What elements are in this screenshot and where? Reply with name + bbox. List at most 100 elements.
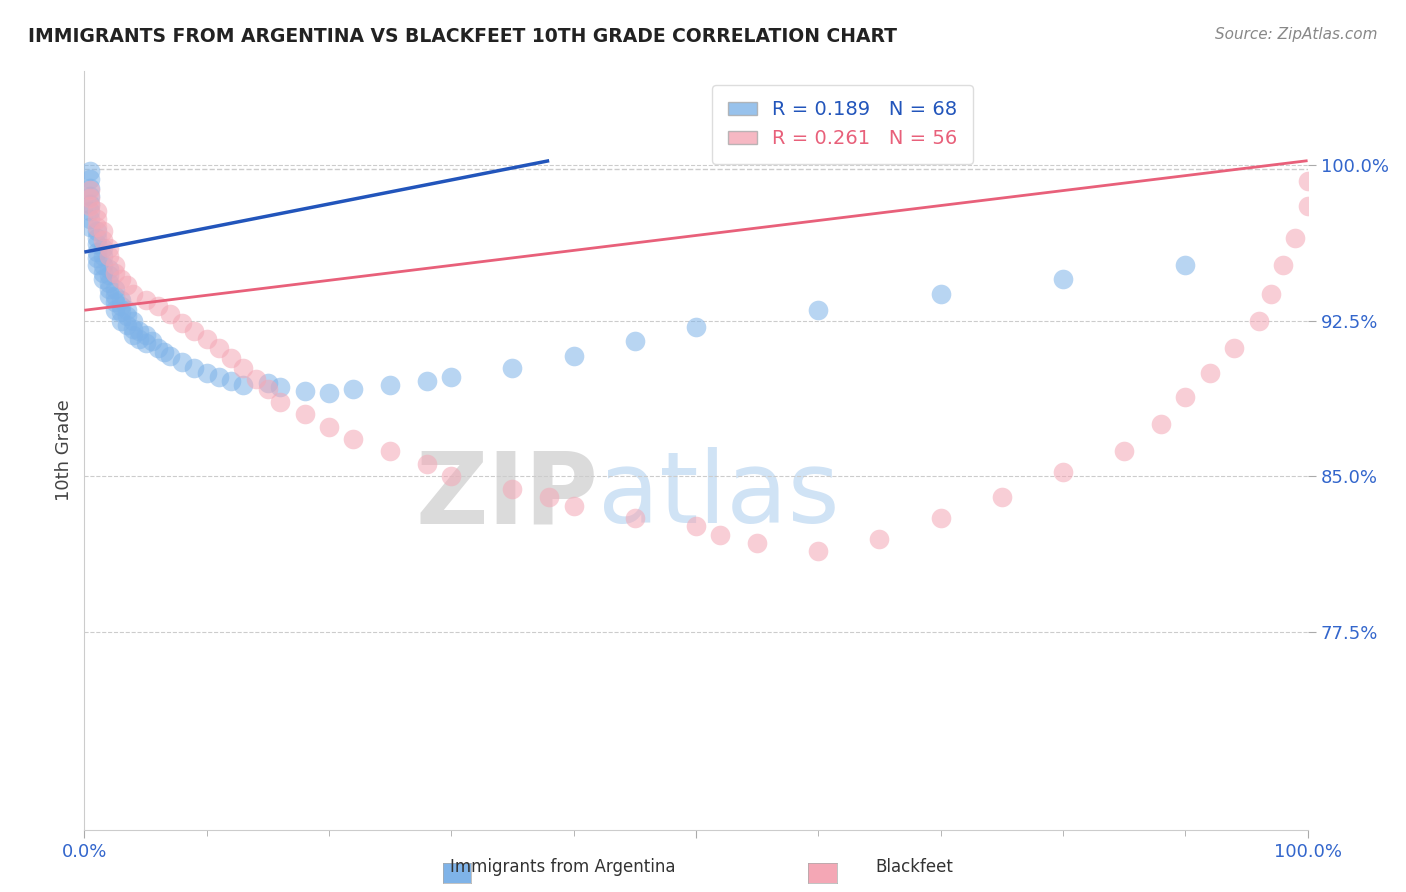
Point (538, 490, 561, 504)
Point (128, 324, 150, 338)
Text: atlas: atlas (598, 448, 839, 544)
Point (172, 355, 194, 369)
Point (115, 303, 138, 318)
Point (79, 199, 101, 213)
Point (929, 286, 952, 301)
Point (709, 527, 731, 541)
Point (135, 328, 157, 343)
Point (318, 386, 340, 401)
Point (1174, 391, 1197, 405)
Point (747, 536, 769, 550)
Point (97, 268, 120, 282)
Point (183, 361, 205, 376)
Point (195, 332, 218, 346)
Point (97, 289, 120, 303)
Point (440, 469, 463, 483)
Point (1296, 174, 1319, 188)
Point (104, 289, 127, 303)
Point (232, 378, 254, 392)
Point (929, 511, 952, 525)
Point (91, 224, 114, 238)
Point (1052, 465, 1074, 479)
Point (86, 203, 108, 218)
Point (86, 230, 108, 244)
Point (1174, 258, 1197, 272)
Point (159, 349, 181, 363)
Point (342, 432, 364, 446)
Point (1052, 272, 1074, 286)
Point (416, 457, 439, 471)
Point (91, 249, 114, 263)
Point (183, 324, 205, 338)
Point (79, 197, 101, 211)
Point (91, 266, 114, 280)
Point (294, 407, 316, 421)
Text: Source: ZipAtlas.com: Source: ZipAtlas.com (1215, 27, 1378, 42)
Point (86, 220, 108, 235)
Point (195, 366, 218, 380)
Point (115, 318, 138, 332)
Point (91, 233, 114, 247)
Point (122, 313, 145, 327)
Point (97, 283, 120, 297)
Point (380, 378, 402, 392)
Point (79, 164, 101, 178)
Point (97, 261, 120, 276)
Point (159, 307, 181, 321)
Point (104, 266, 127, 280)
Point (562, 499, 585, 513)
Point (86, 252, 108, 266)
Point (1247, 313, 1270, 327)
Point (342, 382, 364, 396)
Legend: R = 0.189   N = 68, R = 0.261   N = 56: R = 0.189 N = 68, R = 0.261 N = 56 (713, 85, 973, 164)
Point (869, 532, 891, 546)
Point (79, 211, 101, 226)
Point (208, 369, 231, 384)
Point (502, 361, 524, 376)
Point (86, 224, 108, 238)
Y-axis label: 10th Grade: 10th Grade (55, 400, 73, 501)
Point (104, 294, 127, 309)
Point (115, 310, 138, 324)
Point (141, 334, 163, 349)
Point (110, 299, 132, 313)
Point (79, 203, 101, 218)
Point (122, 328, 145, 343)
Point (807, 544, 830, 558)
Point (294, 384, 316, 399)
Point (86, 258, 108, 272)
Point (104, 303, 127, 318)
Point (86, 245, 108, 260)
Point (245, 372, 267, 386)
Point (110, 313, 132, 327)
Text: Immigrants from Argentina: Immigrants from Argentina (450, 858, 675, 876)
Point (104, 258, 127, 272)
Point (502, 482, 524, 496)
Point (110, 272, 132, 286)
Point (122, 286, 145, 301)
Point (685, 319, 707, 334)
Point (1296, 199, 1319, 213)
Point (135, 293, 157, 307)
Point (172, 316, 194, 330)
Point (440, 369, 463, 384)
Point (257, 376, 280, 390)
Text: IMMIGRANTS FROM ARGENTINA VS BLACKFEET 10TH GRADE CORRELATION CHART: IMMIGRANTS FROM ARGENTINA VS BLACKFEET 1… (28, 27, 897, 45)
Point (86, 211, 108, 226)
Point (79, 172, 101, 186)
Text: ZIP: ZIP (415, 448, 598, 544)
Point (79, 180, 101, 194)
Point (91, 241, 114, 255)
Point (146, 299, 169, 313)
Point (91, 258, 114, 272)
Text: Blackfeet: Blackfeet (875, 858, 953, 876)
Point (153, 344, 176, 359)
Point (110, 293, 132, 307)
Point (146, 341, 169, 355)
Point (1284, 230, 1306, 244)
Point (104, 283, 127, 297)
Point (624, 334, 647, 349)
Point (807, 303, 830, 318)
Point (97, 277, 120, 291)
Point (79, 183, 101, 197)
